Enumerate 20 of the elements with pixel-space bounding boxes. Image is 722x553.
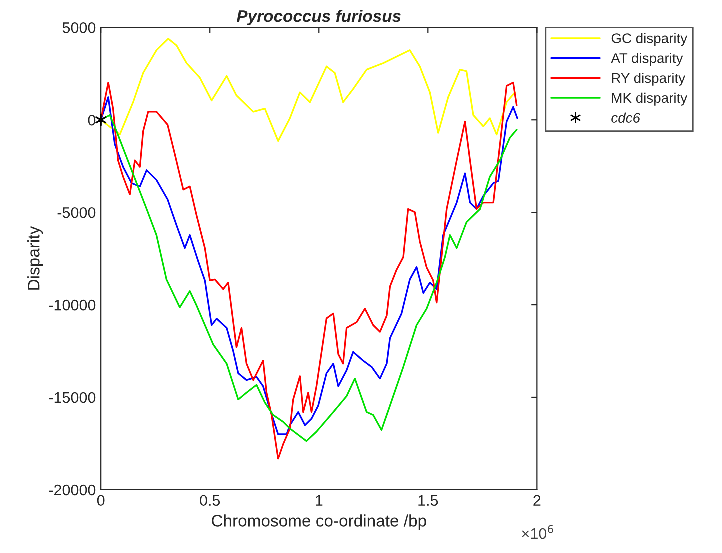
x-tick-label: 0	[97, 495, 105, 506]
legend-label: cdc6	[612, 112, 641, 123]
y-tick-label: -20000	[49, 484, 96, 496]
x-tick-label: 1	[316, 495, 323, 506]
x-tick-label: 2	[534, 495, 541, 506]
x-axis-title: Chromosome co-ordinate /bp	[212, 514, 426, 530]
y-tick-label: -15000	[49, 392, 96, 404]
y-axis-title: Disparity	[28, 226, 44, 290]
y-tick-label: -10000	[49, 300, 96, 311]
chart-title: Pyrococcus furiosus	[236, 10, 401, 26]
y-tick-label: 5000	[62, 22, 96, 34]
legend-label: RY disparity	[612, 72, 686, 86]
legend-label: AT disparity	[611, 53, 684, 66]
x-tick-label: 1.5	[418, 495, 438, 506]
legend-label: MK disparity	[612, 92, 688, 106]
x-tick-label: 0.5	[200, 495, 220, 506]
y-tick-label: -5000	[58, 207, 96, 218]
legend-label: GC disparity	[612, 33, 688, 46]
text: ×10$^{6}$	[522, 525, 554, 540]
y-tick-label: 0	[88, 114, 96, 126]
